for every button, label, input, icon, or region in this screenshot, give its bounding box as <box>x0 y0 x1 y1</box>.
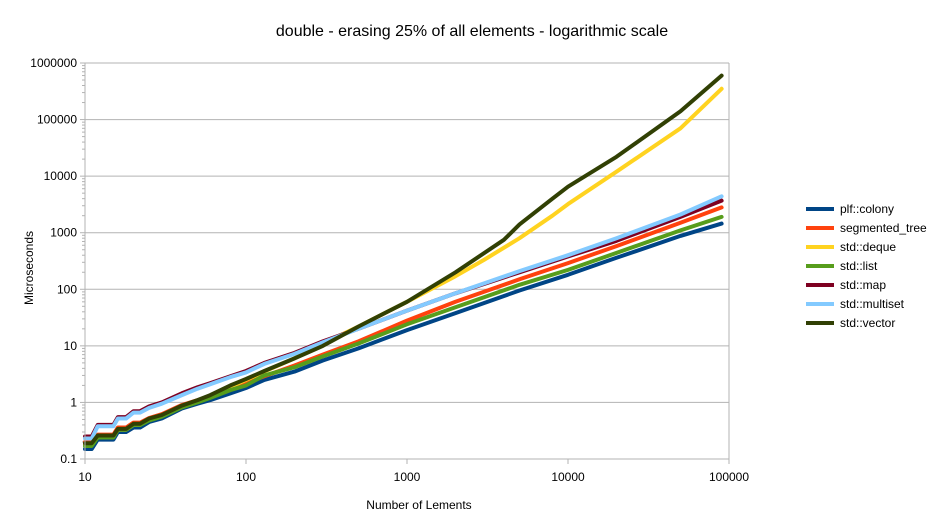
y-tick-label: 100000 <box>37 113 77 127</box>
y-tick-label: 10000 <box>44 169 78 183</box>
legend-label: std::map <box>840 278 886 292</box>
legend-label: std::deque <box>840 240 896 254</box>
legend-label: std::multiset <box>840 297 905 311</box>
series-line-std-deque <box>83 86 724 447</box>
legend: plf::colonysegmented_treestd::dequestd::… <box>806 202 927 330</box>
y-axis-label: Microseconds <box>22 231 36 305</box>
y-tick-label: 1000 <box>50 226 77 240</box>
series-line-std-vector <box>83 73 724 446</box>
series-line-std-multiset <box>83 194 724 441</box>
x-tick-label: 10 <box>78 470 92 484</box>
y-tick-label: 100 <box>57 282 77 296</box>
x-axis-label: Number of Lements <box>366 498 471 512</box>
x-tick-label: 1000 <box>394 470 421 484</box>
grid <box>80 62 730 464</box>
series-line-plf-colony <box>83 221 724 451</box>
y-tick-label: 1 <box>70 395 77 409</box>
legend-label: std::list <box>840 259 878 273</box>
series-layer <box>83 73 724 451</box>
legend-label: segmented_tree <box>840 221 927 235</box>
y-tick-label: 1000000 <box>30 56 77 70</box>
y-tick-label: 10 <box>64 339 78 353</box>
x-tick-label: 100 <box>236 470 256 484</box>
legend-label: plf::colony <box>840 202 894 216</box>
tick-labels: 0.1 1 10 100 1000 10000 100000 1000000 10 100 1000… <box>30 56 749 484</box>
legend-label: std::vector <box>840 316 895 330</box>
x-tick-label: 100000 <box>709 470 749 484</box>
x-tick-label: 10000 <box>551 470 585 484</box>
chart-title: double - erasing 25% of all elements - l… <box>276 23 668 40</box>
y-tick-label: 0.1 <box>60 452 77 466</box>
axes <box>84 63 730 460</box>
